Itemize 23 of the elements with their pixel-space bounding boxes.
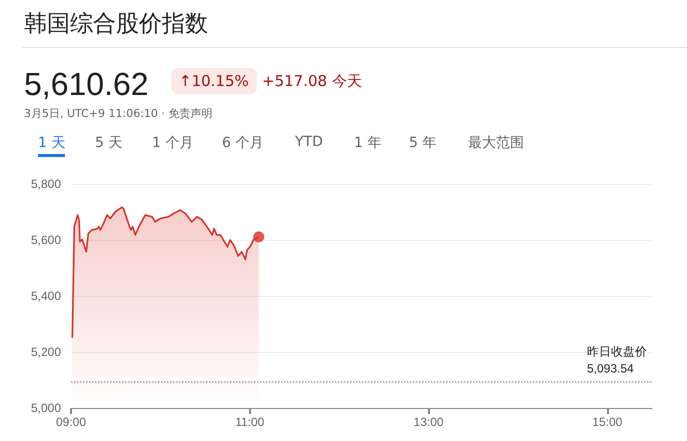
text: 5 天 — [95, 134, 122, 152]
chart-title: 韩国综合股价指数 — [24, 10, 208, 39]
text: ↑10.15% — [171, 68, 257, 94]
text: +517.08 今天 — [262, 72, 362, 91]
text: 1 年 — [354, 134, 382, 152]
text: 5 年 — [409, 134, 436, 152]
y-tick-label: 5,200 — [30, 345, 62, 359]
text: 最大范围 — [468, 134, 524, 152]
y-tick-label: 5,800 — [30, 177, 62, 191]
ref-line-label: 昨日收盘价 5,093.54 — [587, 344, 647, 376]
x-tick-label: 09:00 — [56, 415, 86, 429]
y-tick-label: 5,400 — [30, 289, 62, 303]
x-tick-label: 11:00 — [235, 415, 265, 429]
text: 5,610.62 — [24, 66, 149, 103]
x-tick-label: 13:00 — [414, 415, 444, 429]
chart-subtitle: 3月5日, UTC+9 11:06:10 · 免责声明 — [24, 106, 212, 121]
text: YTD — [295, 134, 323, 150]
text: 1 个月 — [152, 134, 194, 152]
y-tick-label: 5,600 — [30, 233, 62, 247]
text: 6 个月 — [222, 134, 264, 152]
text: 1 天 — [38, 134, 66, 157]
y-tick-label: 5,000 — [30, 401, 62, 415]
x-tick-label: 15:00 — [592, 415, 623, 429]
